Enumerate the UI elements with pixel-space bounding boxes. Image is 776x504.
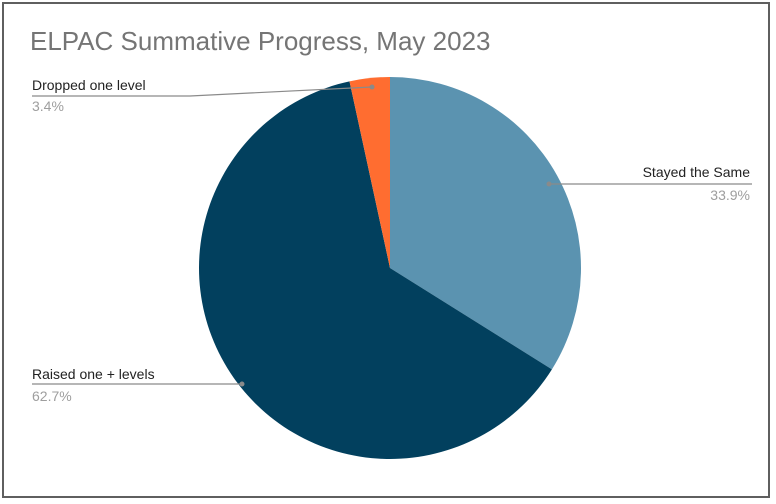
slice-label-dropped: Dropped one level xyxy=(32,77,146,93)
leader-dot-stayed xyxy=(546,181,552,187)
label-group-dropped: Dropped one level 3.4% xyxy=(32,77,375,114)
slice-value-dropped: 3.4% xyxy=(32,98,64,114)
chart-title: ELPAC Summative Progress, May 2023 xyxy=(30,26,491,56)
slice-dropped-one-level xyxy=(349,77,390,268)
slice-stayed-the-same xyxy=(390,77,581,370)
label-group-raised: Raised one + levels 62.7% xyxy=(32,366,245,404)
slice-label-raised: Raised one + levels xyxy=(32,366,155,382)
slice-label-stayed: Stayed the Same xyxy=(643,164,751,180)
slice-raised-one-plus-levels xyxy=(199,81,552,459)
slice-value-stayed: 33.9% xyxy=(710,187,750,203)
label-group-stayed: Stayed the Same 33.9% xyxy=(546,164,752,203)
pie-slices xyxy=(199,77,581,459)
leader-dot-dropped xyxy=(369,84,375,90)
leader-line-dropped xyxy=(32,86,373,97)
slice-value-raised: 62.7% xyxy=(32,388,72,404)
leader-dot-raised xyxy=(239,381,245,387)
